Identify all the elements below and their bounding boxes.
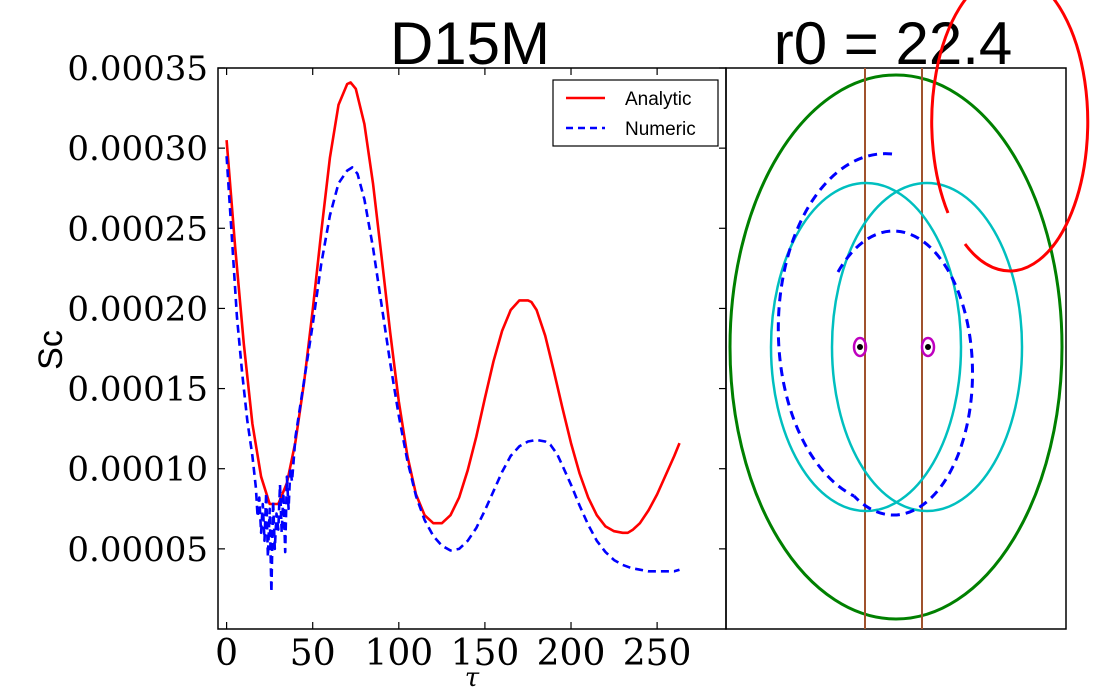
y-tick-label: 0.00005 [67,530,208,570]
left-body-ring [852,336,868,358]
red-orbit [930,0,1090,273]
y-tick-label: 0.00015 [67,370,208,410]
left-ticks: 0 50 100 150 200 250 0.00005 0.00010 0.00015 0.00… [67,49,726,674]
left-plot-area [225,81,681,594]
y-tick-label: 0.00020 [67,289,208,329]
x-tick-label: 250 [623,633,692,674]
x-tick-label: 0 [215,633,238,674]
x-axis-label: τ [465,663,480,693]
x-tick-label: 200 [537,633,606,674]
blue-dashed-inner-orbit [836,229,975,517]
blue-dashed-outer-orbit [776,152,893,498]
left-panel: D15M 0 50 100 150 200 250 0.00005 0.00010 0.0001… [32,10,727,693]
y-axis-label: Sc [32,330,70,370]
legend-numeric-label: Numeric [625,119,696,140]
outer-green-ellipse [728,73,1064,621]
right-axes-frame [725,67,1067,630]
right-panel: r0 = 22.4 [725,0,1090,630]
y-tick-label: 0.00010 [67,450,208,490]
y-tick-label: 0.00035 [67,49,208,89]
legend-analytic-label: Analytic [625,89,692,110]
right-title: r0 = 22.4 [774,10,1013,77]
left-body-dot [857,344,863,350]
x-tick-label: 100 [364,633,433,674]
legend: Analytic Numeric [552,79,719,147]
right-body-ring [920,336,936,358]
y-tick-label: 0.00025 [67,209,208,249]
left-axes-frame [217,67,727,630]
legend-box [552,79,719,147]
x-tick-label: 150 [451,633,520,674]
x-tick-label: 50 [290,633,336,674]
y-tick-label: 0.00030 [67,129,208,169]
series-line-analytic [225,81,681,535]
right-body-dot [925,344,931,350]
cyan-ellipse-right [830,181,1024,513]
cyan-ellipse-left [769,181,963,513]
left-title: D15M [390,10,550,77]
series-line-numeric [225,156,680,594]
